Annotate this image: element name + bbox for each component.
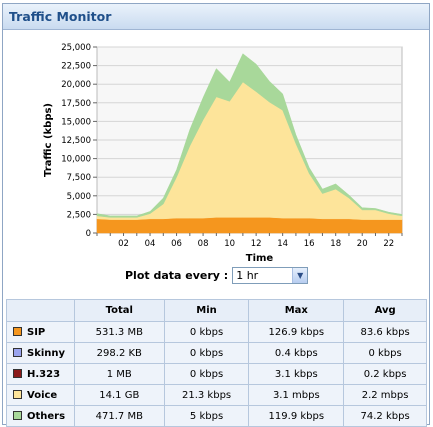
total-cell: 471.7 MB <box>73 405 165 427</box>
y-tick-label: 0 <box>86 229 91 239</box>
avg-cell: 0.2 kbps <box>343 363 427 385</box>
series-area-others <box>96 53 403 218</box>
min-cell: 5 kbps <box>163 405 250 427</box>
avg-cell: 2.2 mbps <box>343 384 427 406</box>
y-axis-label: Traffic (kbps) <box>43 103 54 177</box>
legend-swatch <box>13 326 22 336</box>
plot-interval-label: Plot data every : <box>125 269 229 282</box>
x-tick-label: 18 <box>330 239 341 249</box>
row-name-cell: SIP <box>6 321 75 343</box>
col-header-name <box>6 299 75 322</box>
row-name: Others <box>27 410 66 422</box>
min-cell: 0 kbps <box>163 363 250 385</box>
table-header-row: Total Min Max Avg <box>6 299 427 322</box>
row-name-cell: Skinny <box>6 342 75 364</box>
legend-swatch <box>13 368 22 378</box>
min-cell: 21.3 kbps <box>163 384 250 406</box>
max-cell: 0.4 kbps <box>248 342 345 364</box>
total-cell: 531.3 MB <box>73 321 165 343</box>
col-header-avg: Avg <box>343 299 427 322</box>
plot-interval-value: 1 hr <box>236 269 259 282</box>
x-axis-label: Time <box>246 253 274 264</box>
y-tick-label: 25,000 <box>61 43 91 53</box>
max-cell: 126.9 kbps <box>248 321 345 343</box>
min-cell: 0 kbps <box>163 342 250 364</box>
legend-swatch <box>13 347 22 357</box>
row-name: SIP <box>27 326 46 338</box>
col-header-max: Max <box>248 299 345 322</box>
table-row: Others 471.7 MB 5 kbps 119.9 kbps 74.2 k… <box>6 405 427 427</box>
y-tick-label: 7,500 <box>67 173 91 183</box>
x-tick-label: 20 <box>357 239 368 249</box>
y-tick-label: 22,500 <box>61 62 91 72</box>
row-name-cell: H.323 <box>6 363 75 385</box>
x-tick-label: 02 <box>118 239 129 249</box>
row-name-cell: Others <box>6 405 75 427</box>
avg-cell: 0 kbps <box>343 342 427 364</box>
row-name: Voice <box>27 389 58 401</box>
y-tick-label: 2,500 <box>67 210 91 220</box>
y-tick-label: 17,500 <box>61 99 91 109</box>
traffic-chart: 0 2,500 5,000 7,500 10,000 12,500 15,000 17,500… <box>43 43 403 264</box>
x-tick-label: 12 <box>251 239 262 249</box>
x-tick-label: 06 <box>171 239 182 249</box>
max-cell: 3.1 mbps <box>248 384 345 406</box>
table-row: SIP 531.3 MB 0 kbps 126.9 kbps 83.6 kbps <box>6 321 427 343</box>
panel-title: Traffic Monitor <box>3 4 429 30</box>
table-row: Voice 14.1 GB 21.3 kbps 3.1 mbps 2.2 mbp… <box>6 384 427 406</box>
y-tick-label: 10,000 <box>61 155 91 165</box>
series-area-sip <box>96 217 403 234</box>
legend-swatch <box>13 389 22 399</box>
chevron-down-icon[interactable]: ▼ <box>292 268 308 283</box>
col-header-total: Total <box>73 299 165 322</box>
max-cell: 3.1 kbps <box>248 363 345 385</box>
table-row: H.323 1 MB 0 kbps 3.1 kbps 0.2 kbps <box>6 363 427 385</box>
max-cell: 119.9 kbps <box>248 405 345 427</box>
row-name: H.323 <box>27 368 61 380</box>
row-name-cell: Voice <box>6 384 75 406</box>
x-tick-label: 08 <box>198 239 209 249</box>
x-tick-label: 14 <box>277 239 288 249</box>
avg-cell: 83.6 kbps <box>343 321 427 343</box>
x-tick-label: 22 <box>383 239 394 249</box>
y-tick-label: 12,500 <box>61 136 91 146</box>
plot-interval-select[interactable]: 1 hr ▼ <box>232 267 309 284</box>
row-name: Skinny <box>27 347 66 359</box>
y-tick-label: 20,000 <box>61 80 91 90</box>
plot-interval-control: Plot data every : 1 hr ▼ <box>125 267 309 284</box>
table-row: Skinny 298.2 KB 0 kbps 0.4 kbps 0 kbps <box>6 342 427 364</box>
traffic-monitor-panel: Traffic Monitor 0 2,500 5,000 7,500 10,000 12… <box>2 3 430 427</box>
y-tick-label: 15,000 <box>61 117 91 127</box>
traffic-summary-table: Total Min Max Avg SIP 531.3 MB 0 kbps 12… <box>6 299 427 427</box>
y-tick-label: 5,000 <box>67 192 91 202</box>
x-tick-label: 04 <box>145 239 156 249</box>
avg-cell: 74.2 kbps <box>343 405 427 427</box>
total-cell: 1 MB <box>73 363 165 385</box>
col-header-min: Min <box>163 299 250 322</box>
total-cell: 298.2 KB <box>73 342 165 364</box>
min-cell: 0 kbps <box>163 321 250 343</box>
x-tick-label: 10 <box>224 239 235 249</box>
x-tick-label: 16 <box>304 239 315 249</box>
legend-swatch <box>13 410 22 420</box>
total-cell: 14.1 GB <box>73 384 165 406</box>
